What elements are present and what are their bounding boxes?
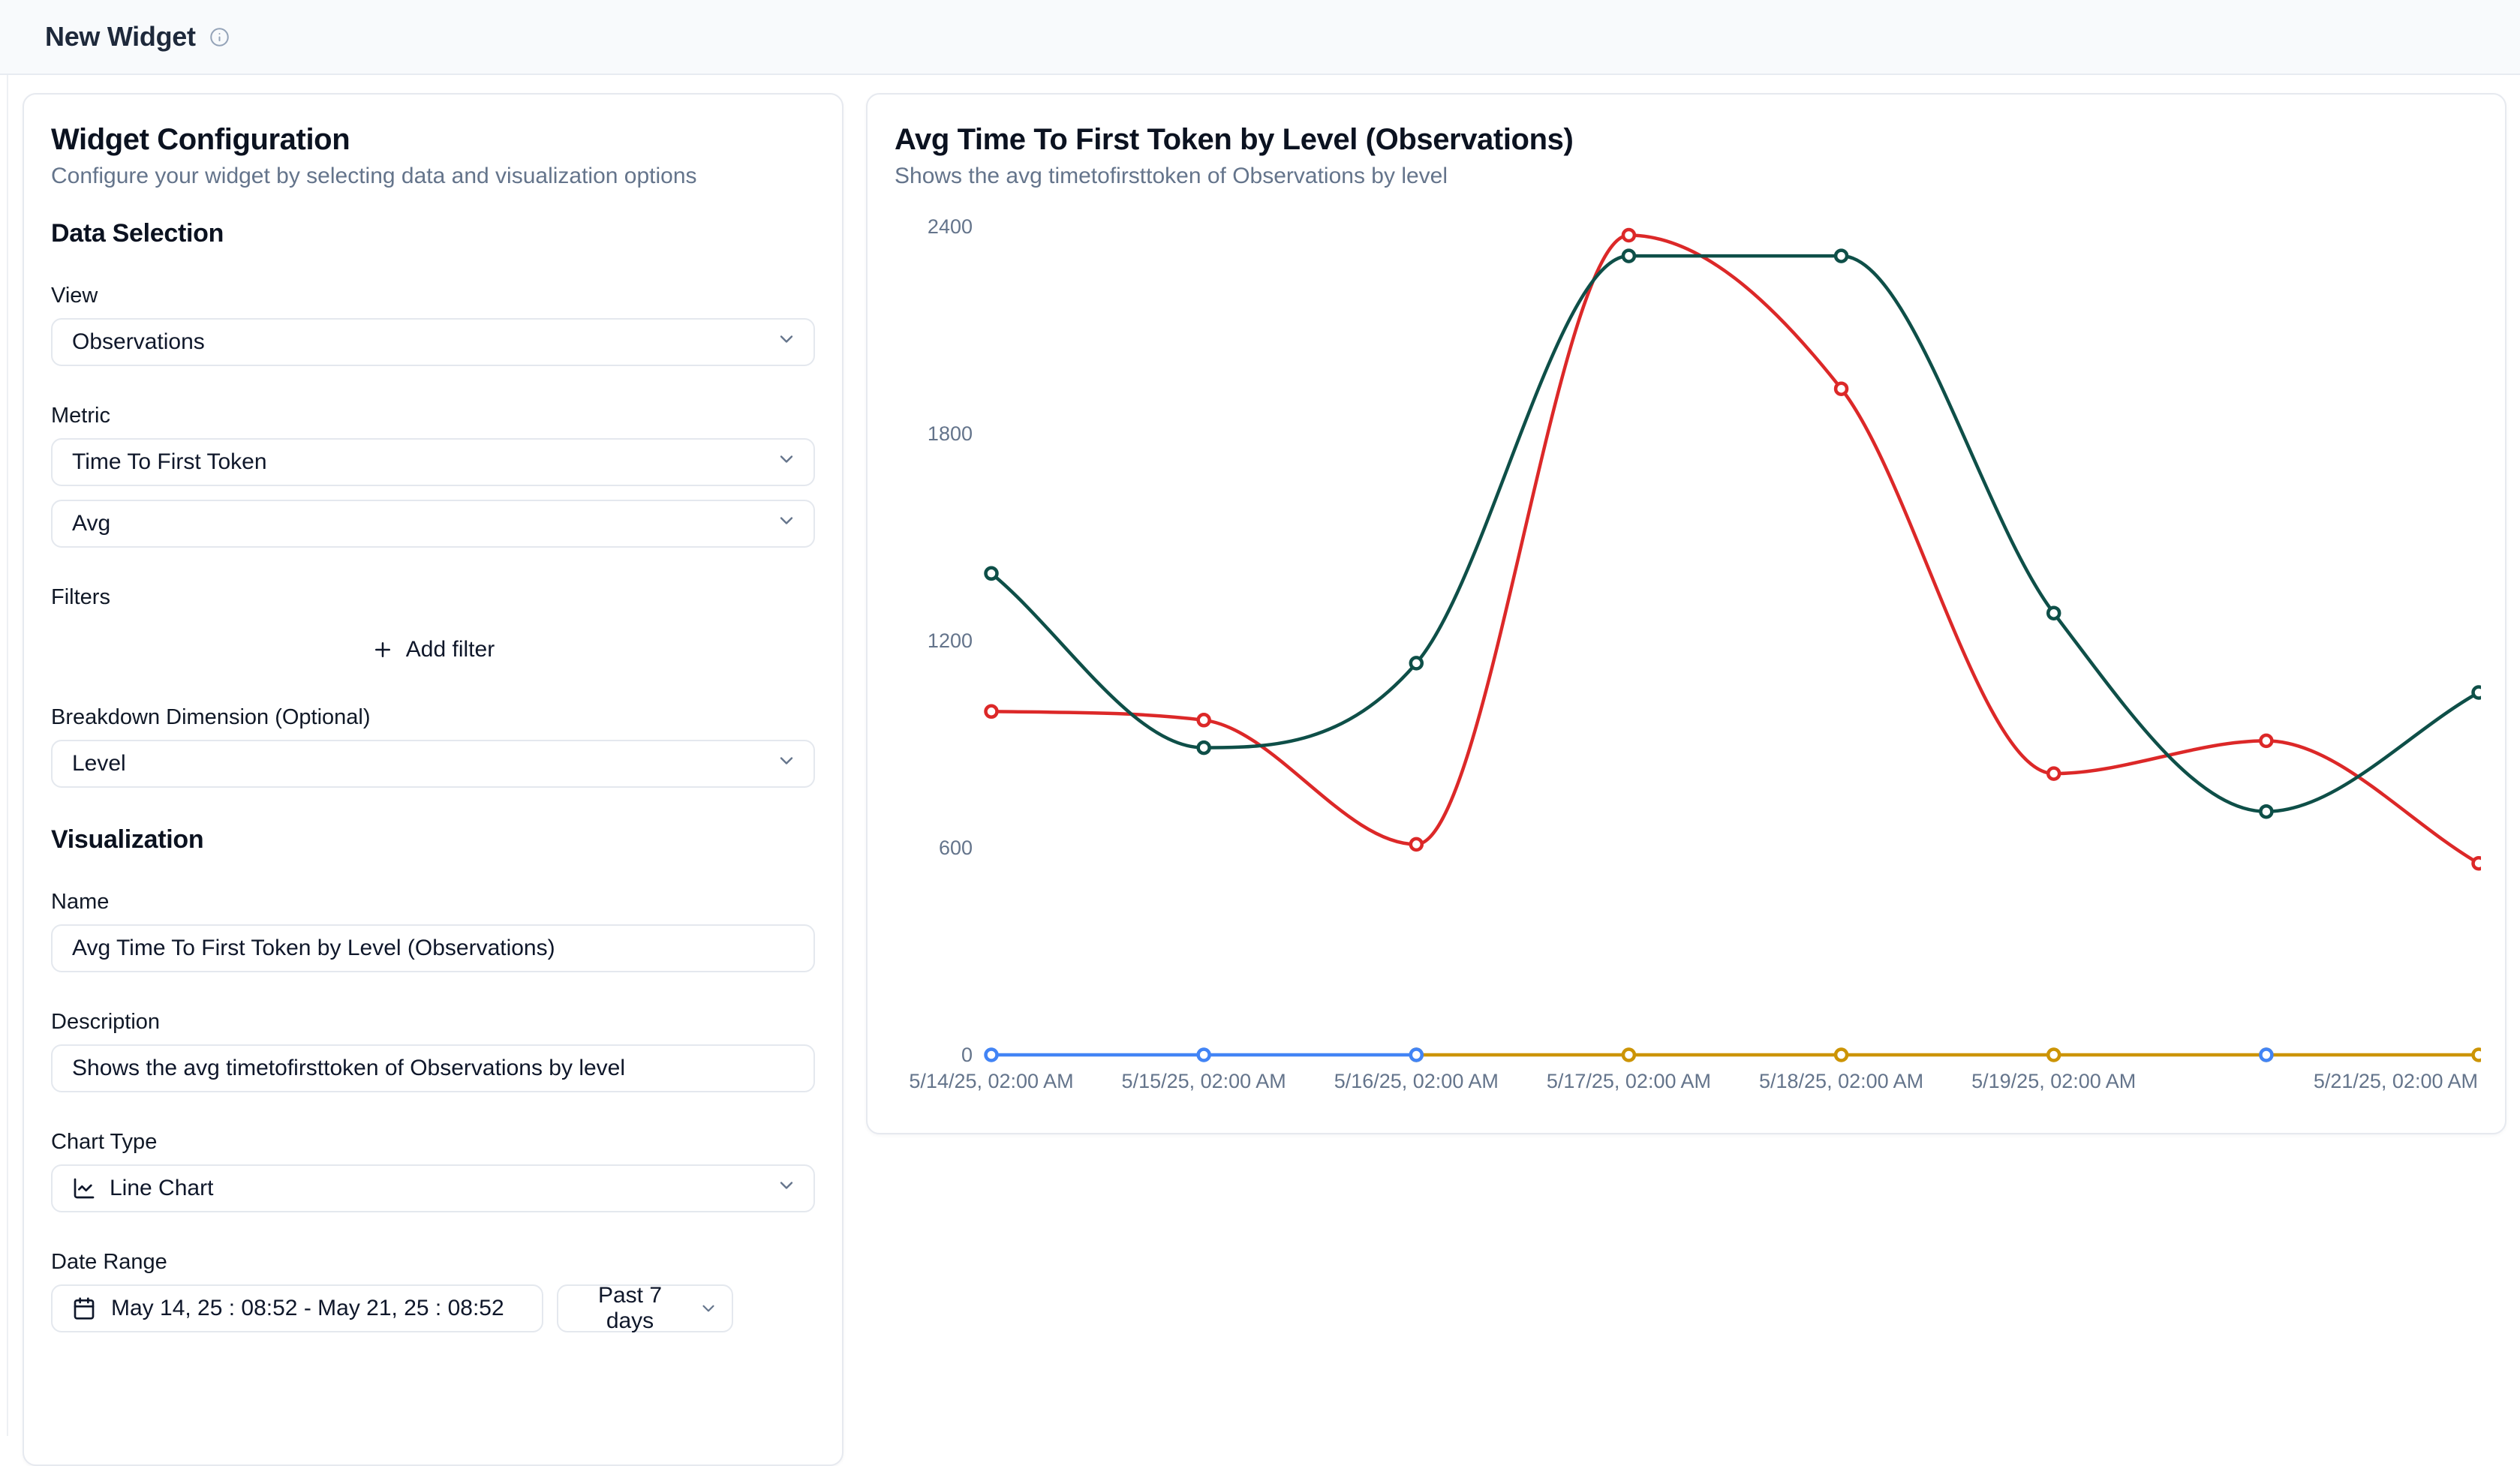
chevron-down-icon [776, 1175, 797, 1202]
date-range-value: May 14, 25 : 08:52 - May 21, 25 : 08:52 [111, 1296, 504, 1320]
info-icon[interactable] [209, 27, 230, 47]
svg-text:5/15/25, 02:00 AM: 5/15/25, 02:00 AM [1122, 1070, 1286, 1092]
chart-subtitle: Shows the avg timetofirsttoken of Observ… [895, 164, 1448, 188]
breakdown-label: Breakdown Dimension (Optional) [51, 705, 371, 729]
chart-type-field: Chart Type Line Chart [51, 1128, 815, 1212]
aggregation-select-value: Avg [72, 511, 111, 536]
data-selection-heading: Data Selection [51, 219, 224, 248]
chart-preview-panel: Avg Time To First Token by Level (Observ… [866, 93, 2506, 1134]
name-field: Name [51, 888, 815, 972]
chevron-down-icon [776, 510, 797, 537]
date-range-button[interactable]: May 14, 25 : 08:52 - May 21, 25 : 08:52 [51, 1284, 543, 1332]
aggregation-select[interactable]: Avg [51, 500, 815, 548]
svg-text:5/18/25, 02:00 AM: 5/18/25, 02:00 AM [1759, 1070, 1923, 1092]
description-field: Description [51, 1008, 815, 1092]
config-subtitle: Configure your widget by selecting data … [51, 164, 697, 188]
widget-name-input[interactable] [51, 924, 815, 972]
description-label: Description [51, 1010, 161, 1034]
svg-text:5/16/25, 02:00 AM: 5/16/25, 02:00 AM [1334, 1070, 1499, 1092]
metric-field: Metric Time To First Token Avg [51, 402, 815, 548]
view-select[interactable]: Observations [51, 318, 815, 366]
metric-label: Metric [51, 404, 110, 428]
date-preset-button[interactable]: Past 7 days [557, 1283, 733, 1333]
date-range-field: Date Range May 14, 25 : 08:52 - May 21, … [51, 1248, 815, 1333]
add-filter-label: Add filter [405, 637, 495, 662]
view-field: View Observations [51, 282, 815, 366]
chart-type-select-value: Line Chart [110, 1176, 214, 1200]
chevron-down-icon [776, 750, 797, 777]
svg-text:1200: 1200 [928, 629, 973, 652]
breakdown-select-value: Level [72, 751, 126, 776]
chart-title: Avg Time To First Token by Level (Observ… [895, 123, 1574, 156]
chevron-down-icon [776, 329, 797, 356]
svg-text:1800: 1800 [928, 422, 973, 445]
svg-text:5/19/25, 02:00 AM: 5/19/25, 02:00 AM [1971, 1070, 2136, 1092]
chevron-down-icon [699, 1299, 718, 1318]
metric-select-value: Time To First Token [72, 449, 267, 474]
visualization-heading: Visualization [51, 825, 204, 854]
chevron-down-icon [776, 449, 797, 476]
svg-text:5/14/25, 02:00 AM: 5/14/25, 02:00 AM [909, 1070, 1073, 1092]
filters-label: Filters [51, 585, 110, 609]
svg-text:5/17/25, 02:00 AM: 5/17/25, 02:00 AM [1547, 1070, 1711, 1092]
panel-divider [7, 75, 8, 1436]
page-title: New Widget [45, 21, 196, 52]
view-select-value: Observations [72, 329, 205, 354]
svg-text:2400: 2400 [928, 215, 973, 238]
view-label: View [51, 284, 98, 308]
svg-text:0: 0 [961, 1044, 973, 1066]
breakdown-field: Breakdown Dimension (Optional) Level [51, 704, 815, 788]
svg-text:5/21/25, 02:00 AM: 5/21/25, 02:00 AM [2314, 1070, 2478, 1092]
line-chart-icon [72, 1176, 96, 1200]
date-range-label: Date Range [51, 1250, 167, 1274]
widget-description-input[interactable] [51, 1044, 815, 1092]
calendar-icon [72, 1296, 96, 1320]
add-filter-button[interactable]: Add filter [51, 627, 815, 672]
chart-type-select[interactable]: Line Chart [51, 1164, 815, 1212]
line-chart: 0 600 1200 1800 2400 5/14/25, 02:00 AM 5/15/25… [895, 210, 2486, 1099]
line-chart-svg: 0 600 1200 1800 2400 5/14/25, 02:00 AM 5/15/25… [909, 215, 2486, 1092]
breakdown-select[interactable]: Level [51, 740, 815, 788]
metric-select[interactable]: Time To First Token [51, 438, 815, 486]
plus-icon [371, 638, 394, 661]
chart-type-label: Chart Type [51, 1130, 158, 1154]
widget-config-panel: Widget Configuration Configure your widg… [23, 93, 844, 1466]
page-header: New Widget [0, 0, 2520, 75]
config-title: Widget Configuration [51, 123, 350, 156]
name-label: Name [51, 890, 110, 914]
svg-text:600: 600 [939, 837, 973, 859]
date-preset-value: Past 7 days [597, 1283, 663, 1333]
